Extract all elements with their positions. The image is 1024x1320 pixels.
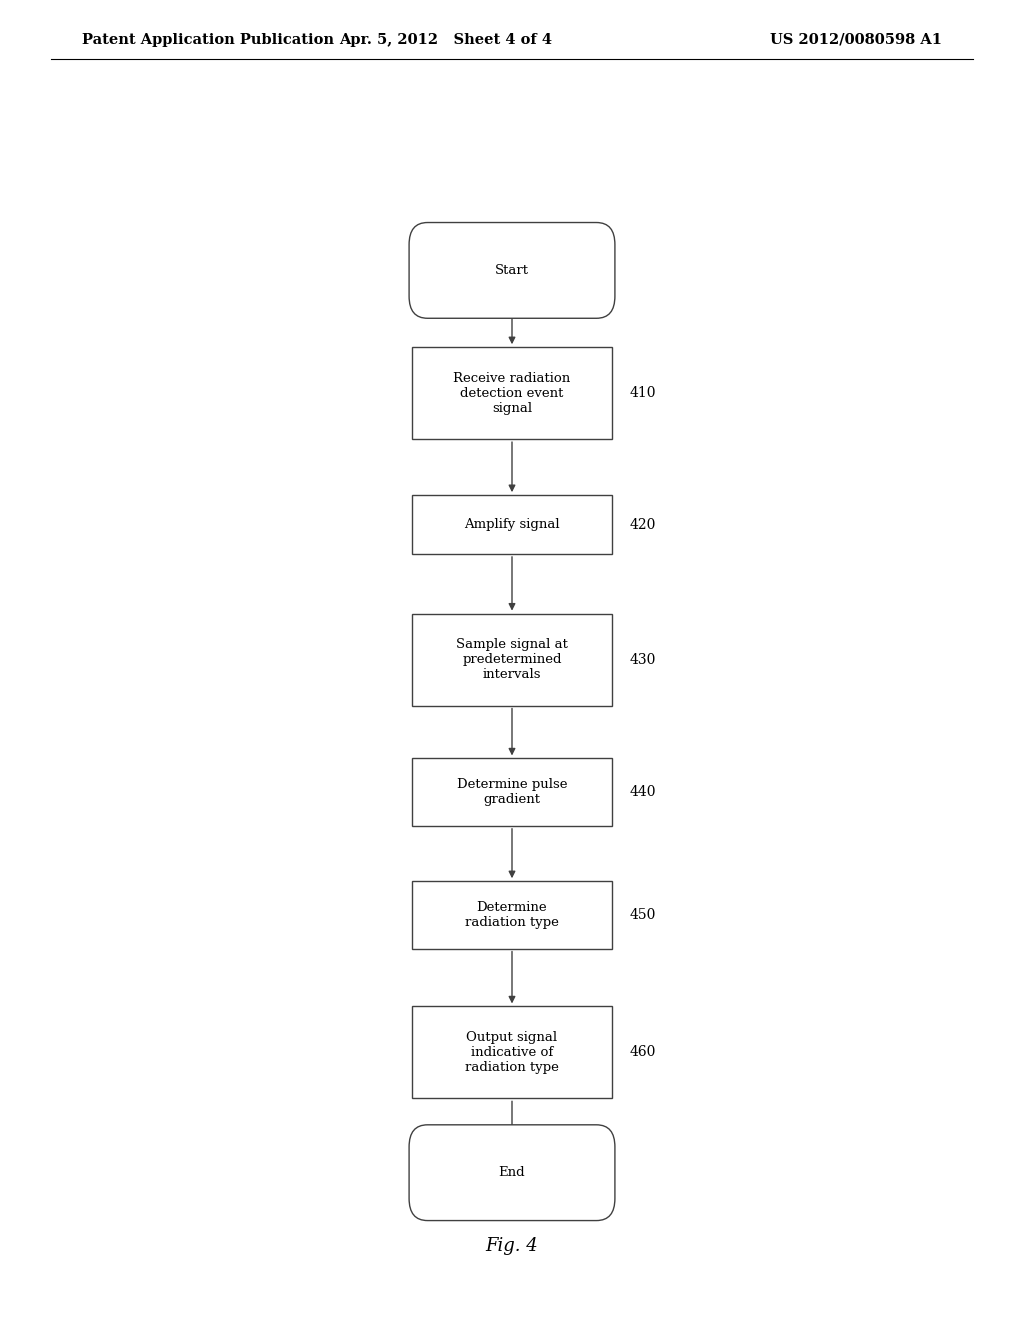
Text: Patent Application Publication: Patent Application Publication <box>82 33 334 46</box>
Text: Determine pulse
gradient: Determine pulse gradient <box>457 777 567 807</box>
Text: 440: 440 <box>630 785 656 799</box>
Text: Amplify signal: Amplify signal <box>464 517 560 531</box>
FancyBboxPatch shape <box>409 223 614 318</box>
FancyBboxPatch shape <box>409 1125 614 1221</box>
Bar <box>412 1006 611 1098</box>
Text: Apr. 5, 2012   Sheet 4 of 4: Apr. 5, 2012 Sheet 4 of 4 <box>339 33 552 46</box>
Text: Start: Start <box>495 264 529 277</box>
Bar <box>412 614 611 706</box>
Text: 410: 410 <box>630 387 656 400</box>
Bar <box>412 347 611 440</box>
Bar <box>412 759 611 826</box>
Text: 460: 460 <box>630 1045 656 1060</box>
Text: 450: 450 <box>630 908 656 921</box>
Bar <box>412 495 611 554</box>
Text: Receive radiation
detection event
signal: Receive radiation detection event signal <box>454 372 570 414</box>
Text: 420: 420 <box>630 517 656 532</box>
Text: US 2012/0080598 A1: US 2012/0080598 A1 <box>770 33 942 46</box>
Text: Output signal
indicative of
radiation type: Output signal indicative of radiation ty… <box>465 1031 559 1074</box>
Text: Sample signal at
predetermined
intervals: Sample signal at predetermined intervals <box>456 638 568 681</box>
Bar <box>412 882 611 949</box>
Text: End: End <box>499 1166 525 1179</box>
Text: Determine
radiation type: Determine radiation type <box>465 900 559 929</box>
Text: Fig. 4: Fig. 4 <box>485 1237 539 1255</box>
Text: 430: 430 <box>630 652 656 667</box>
